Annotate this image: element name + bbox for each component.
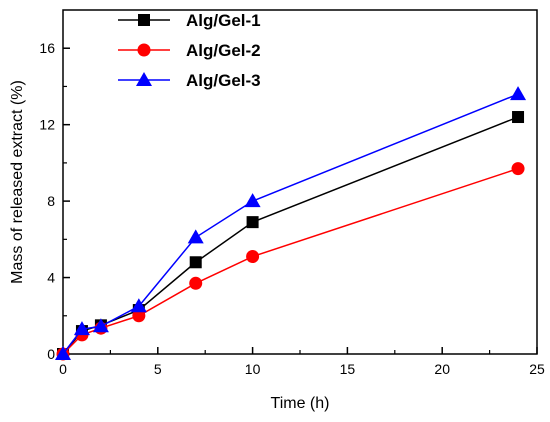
series-1-point (246, 216, 259, 229)
legend-label: Alg/Gel-1 (186, 11, 261, 30)
series-1-point (512, 111, 525, 124)
y-tick-label: 12 (39, 117, 55, 133)
x-axis-label: Time (h) (271, 395, 330, 412)
series-1 (57, 111, 525, 360)
series-2-point (189, 276, 203, 290)
series-3-point (130, 298, 147, 313)
legend-marker (137, 43, 151, 57)
legend-item-3: Alg/Gel-3 (118, 71, 261, 90)
y-tick-label: 8 (47, 193, 55, 209)
x-tick-label: 5 (154, 361, 162, 377)
series-2 (56, 162, 525, 361)
series-layer (55, 86, 527, 361)
x-tick-label: 25 (529, 361, 545, 377)
axes: 0 5 10 15 20 25 0 4 8 12 16 (39, 9, 545, 377)
series-2-line (62, 167, 519, 355)
legend: Alg/Gel-1 Alg/Gel-2 Alg/Gel-3 (118, 11, 261, 90)
x-tick-label: 15 (340, 361, 356, 377)
y-tick-label: 0 (47, 346, 55, 362)
x-tick-label: 20 (434, 361, 450, 377)
x-tick-label: 0 (59, 361, 67, 377)
series-3-point (55, 346, 71, 360)
series-2-point (511, 162, 525, 176)
y-tick-label: 16 (39, 40, 55, 56)
legend-item-2: Alg/Gel-2 (118, 41, 261, 60)
series-3-point (244, 193, 261, 208)
series-3-point (510, 86, 527, 101)
y-axis-label: Mass of released extract (%) (9, 80, 26, 284)
series-3-point (73, 321, 90, 336)
x-tick-label: 10 (245, 361, 261, 377)
legend-marker (136, 72, 152, 86)
legend-marker (138, 14, 150, 26)
series-3-point (92, 318, 109, 333)
legend-item-1: Alg/Gel-1 (118, 11, 261, 30)
series-2-point (246, 250, 260, 264)
legend-label: Alg/Gel-2 (186, 41, 261, 60)
series-3-line (62, 93, 519, 355)
series-1-point (189, 256, 202, 269)
legend-label: Alg/Gel-3 (186, 71, 261, 90)
series-3 (55, 86, 527, 360)
y-tick-label: 4 (47, 270, 55, 286)
series-3-point (187, 229, 204, 244)
series-2-point (132, 309, 146, 323)
